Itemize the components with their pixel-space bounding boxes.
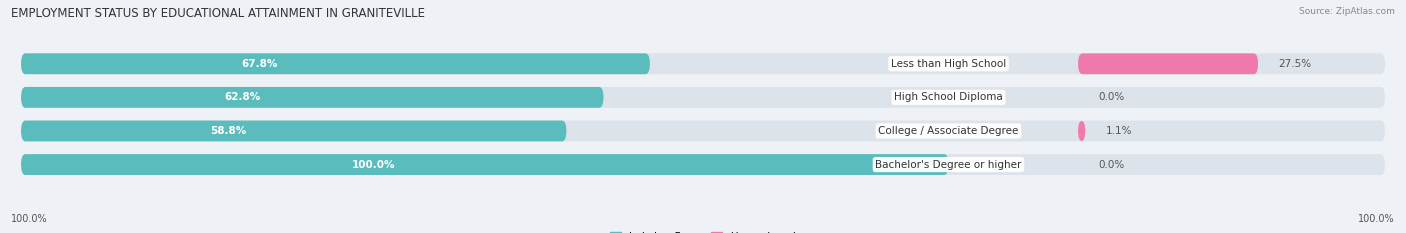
Text: Bachelor's Degree or higher: Bachelor's Degree or higher <box>876 160 1022 170</box>
FancyBboxPatch shape <box>21 154 949 175</box>
FancyBboxPatch shape <box>1078 120 1085 141</box>
Legend: In Labor Force, Unemployed: In Labor Force, Unemployed <box>610 232 796 233</box>
FancyBboxPatch shape <box>21 120 567 141</box>
Text: 100.0%: 100.0% <box>1358 214 1395 224</box>
FancyBboxPatch shape <box>21 53 1385 74</box>
Text: EMPLOYMENT STATUS BY EDUCATIONAL ATTAINMENT IN GRANITEVILLE: EMPLOYMENT STATUS BY EDUCATIONAL ATTAINM… <box>11 7 425 20</box>
Text: 58.8%: 58.8% <box>209 126 246 136</box>
Text: College / Associate Degree: College / Associate Degree <box>879 126 1019 136</box>
FancyBboxPatch shape <box>21 87 603 108</box>
Text: 100.0%: 100.0% <box>11 214 48 224</box>
FancyBboxPatch shape <box>21 53 650 74</box>
Text: Source: ZipAtlas.com: Source: ZipAtlas.com <box>1299 7 1395 16</box>
FancyBboxPatch shape <box>21 87 1385 108</box>
Text: 0.0%: 0.0% <box>1098 160 1125 170</box>
FancyBboxPatch shape <box>21 154 1385 175</box>
FancyBboxPatch shape <box>1078 53 1258 74</box>
Text: 100.0%: 100.0% <box>352 160 395 170</box>
Text: High School Diploma: High School Diploma <box>894 92 1002 102</box>
FancyBboxPatch shape <box>21 120 1385 141</box>
Text: Less than High School: Less than High School <box>891 59 1007 69</box>
Text: 27.5%: 27.5% <box>1278 59 1312 69</box>
Text: 62.8%: 62.8% <box>225 92 260 102</box>
Text: 0.0%: 0.0% <box>1098 92 1125 102</box>
Text: 1.1%: 1.1% <box>1105 126 1132 136</box>
Text: 67.8%: 67.8% <box>242 59 278 69</box>
